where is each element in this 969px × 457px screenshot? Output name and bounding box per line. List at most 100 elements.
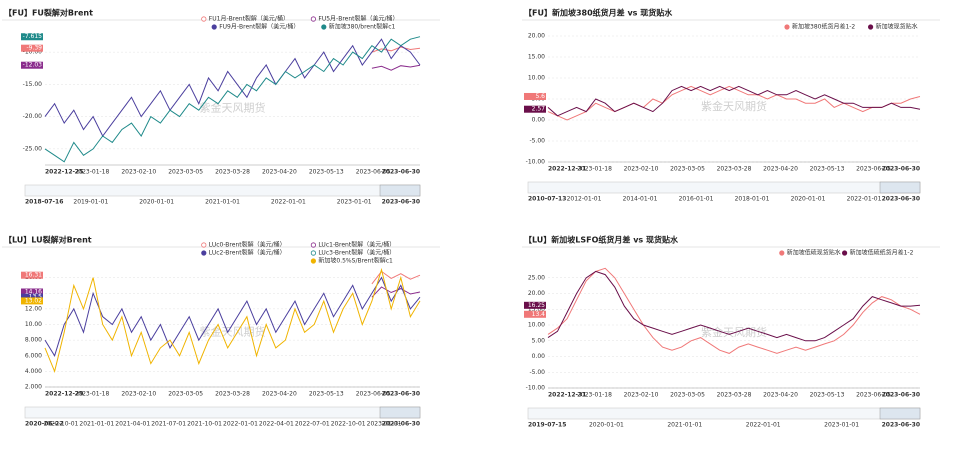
x-tick-label: 2022-12-25	[45, 169, 83, 176]
current-tag	[524, 310, 546, 318]
series-line	[371, 46, 421, 53]
y-tick-label: 12.00	[25, 305, 42, 312]
navigator-window[interactable]	[879, 181, 921, 194]
series-line	[44, 267, 421, 374]
navigator-window[interactable]	[379, 184, 421, 197]
chart-title: 【LU】新加坡LSFO纸货月差 vs 现货贴水	[524, 235, 679, 245]
navigator-label: 2023-06-30	[382, 421, 420, 428]
y-tick-label: -15.00	[23, 81, 43, 88]
current-value: -12.03	[23, 62, 43, 69]
y-tick-label: 0.00	[532, 117, 546, 124]
x-tick-label: 2023-04-20	[763, 392, 798, 399]
x-tick-label: 2023-05-13	[810, 392, 845, 399]
x-tick-label: 2023-03-05	[168, 169, 203, 176]
y-tick-label: -10.00	[526, 159, 546, 166]
y-tick-label: 6.000	[25, 352, 42, 359]
navigator-label: 2022-01-01	[223, 421, 258, 428]
x-tick-label: 2023-03-05	[670, 392, 705, 399]
navigator-label: 2016-01-01	[679, 196, 714, 203]
y-tick-label: -20.00	[23, 113, 43, 120]
x-tick-label: 2023-06-05	[856, 166, 891, 173]
legend-marker	[310, 258, 316, 264]
current-tag	[21, 61, 43, 69]
navigator-label: 2018-01-01	[735, 196, 770, 203]
navigator-label: 2018-07-16	[25, 199, 63, 206]
y-tick-label: 10.00	[528, 75, 545, 82]
navigator-label: 2019-07-15	[528, 422, 566, 429]
x-tick-label: 2023-06-30	[882, 392, 920, 399]
x-tick-label: 2023-05-13	[810, 166, 845, 173]
y-tick-label: 25.00	[528, 274, 545, 281]
current-tag	[21, 288, 43, 296]
y-tick-label: 8.000	[25, 337, 42, 344]
x-tick-label: 2023-03-28	[717, 392, 752, 399]
navigator-label: 2023-01-01	[367, 421, 402, 428]
legend-label: 新加坡380/brent裂解c1	[329, 23, 396, 31]
navigator-label: 2020-01-01	[139, 199, 174, 206]
navigator-label: 2021-01-01	[79, 421, 114, 428]
legend-label: 新加坡低硫现货贴水	[787, 249, 841, 257]
x-tick-label: 2023-06-30	[882, 166, 920, 173]
series-line	[44, 38, 421, 137]
navigator	[24, 184, 421, 197]
x-tick-label: 2023-06-30	[382, 391, 420, 398]
legend-label: 新加坡低硫纸货月差1-2	[850, 249, 914, 257]
x-tick-label: 2023-06-05	[356, 391, 391, 398]
y-tick-label: -5.00	[529, 138, 545, 145]
navigator-label: 2019-01-01	[73, 199, 108, 206]
current-value: 13.02	[25, 297, 42, 304]
navigator-label: 2022-07-01	[295, 421, 330, 428]
legend-label: LUc1-Brent裂解（美元/桶）	[318, 241, 395, 249]
navigator-label: 2023-01-01	[824, 422, 859, 429]
current-tag	[524, 301, 546, 309]
navigator-window[interactable]	[379, 406, 421, 419]
y-tick-label: -10.00	[23, 49, 43, 56]
legend-marker	[201, 16, 207, 22]
current-value: 2.57	[532, 106, 546, 113]
current-tag	[21, 297, 43, 305]
x-tick-label: 2023-03-05	[168, 391, 203, 398]
current-value: -7.615	[23, 33, 43, 40]
series-line	[44, 276, 421, 358]
navigator-label: 2021-04-01	[115, 421, 150, 428]
y-tick-label: -5.00	[529, 369, 545, 376]
current-tag	[21, 271, 43, 279]
current-value: -9.39	[26, 45, 42, 52]
legend-marker	[321, 24, 327, 30]
navigator-label: 2020-01-01	[791, 196, 826, 203]
navigator-label: 2021-07-01	[151, 421, 186, 428]
current-value: 13.4	[532, 311, 546, 318]
legend-label: FU1月-Brent裂解（美元/桶）	[209, 15, 289, 23]
current-tag	[524, 105, 546, 113]
navigator-window[interactable]	[879, 407, 921, 420]
legend-label: 新加坡0.5%S/Brent裂解c1	[318, 257, 393, 265]
x-tick-label: 2023-03-28	[215, 169, 250, 176]
x-tick-label: 2022-12-29	[45, 391, 83, 398]
series-line	[371, 64, 421, 71]
navigator-label: 2021-01-01	[205, 199, 240, 206]
navigator-label: 2022-01-01	[847, 196, 882, 203]
series-line	[547, 267, 921, 354]
x-tick-label: 2023-06-30	[382, 169, 420, 176]
x-tick-label: 2023-03-28	[215, 391, 250, 398]
navigator-label: 2012-01-01	[567, 196, 602, 203]
x-tick-label: 2023-04-20	[262, 391, 297, 398]
current-tag	[524, 92, 546, 100]
legend-marker	[310, 250, 316, 256]
legend-marker	[779, 250, 785, 256]
legend-label: 新加坡现货贴水	[876, 23, 918, 31]
y-tick-label: 10.00	[25, 321, 42, 328]
y-tick-label: -10.00	[526, 385, 546, 392]
navigator-label: 2010-07-13	[528, 196, 566, 203]
navigator-label: 2022-01-01	[746, 422, 781, 429]
watermark: 紫金天风期货	[200, 325, 266, 339]
y-tick-label: 20.00	[528, 33, 545, 40]
legend-label: LUc2-Brent裂解（美元/桶）	[209, 249, 286, 257]
y-tick-label: 2.000	[25, 384, 42, 391]
x-tick-label: 2023-05-13	[309, 169, 344, 176]
y-tick-label: 15.00	[528, 306, 545, 313]
current-tag	[21, 44, 43, 52]
y-tick-label: 10.00	[528, 322, 545, 329]
navigator-label: 2014-01-01	[623, 196, 658, 203]
navigator	[527, 181, 921, 194]
